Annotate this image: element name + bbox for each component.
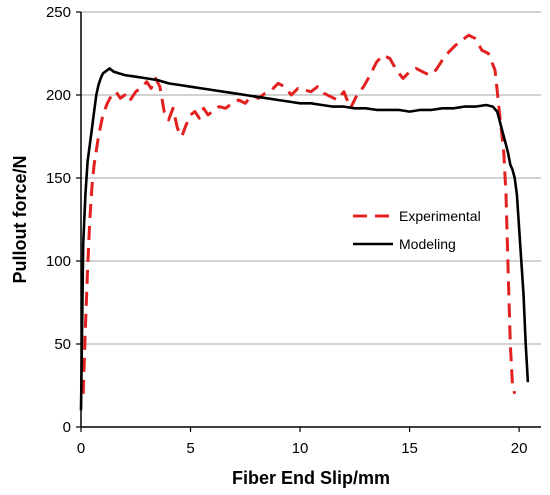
legend-label-modeling: Modeling [399,236,456,252]
series-line-experimental [81,33,517,395]
axes [76,11,541,432]
y-tick-label-250: 250 [46,4,71,21]
y-axis-title: Pullout force/N [10,155,30,283]
series-layer [79,33,530,411]
x-tick-label-20: 20 [511,440,528,457]
series-line-modeling [79,67,530,411]
x-tick-label-10: 10 [292,440,309,457]
x-tick-label-15: 15 [401,440,418,457]
x-axis-title: Fiber End Slip/mm [232,468,390,488]
y-tick-label-200: 200 [46,87,71,104]
y-tick-label-0: 0 [63,419,71,436]
y-tick-label-150: 150 [46,170,71,187]
legend-label-experimental: Experimental [399,208,481,224]
legend: Experimental Modeling [353,208,481,252]
x-tick-label-5: 5 [186,440,194,457]
x-tick-label-0: 0 [77,440,85,457]
tick-labels: 0 50 100 150 200 250 0 5 10 15 20 [46,4,527,457]
gridlines [81,11,541,345]
y-tick-label-50: 50 [54,336,71,353]
y-tick-label-100: 100 [46,253,71,270]
